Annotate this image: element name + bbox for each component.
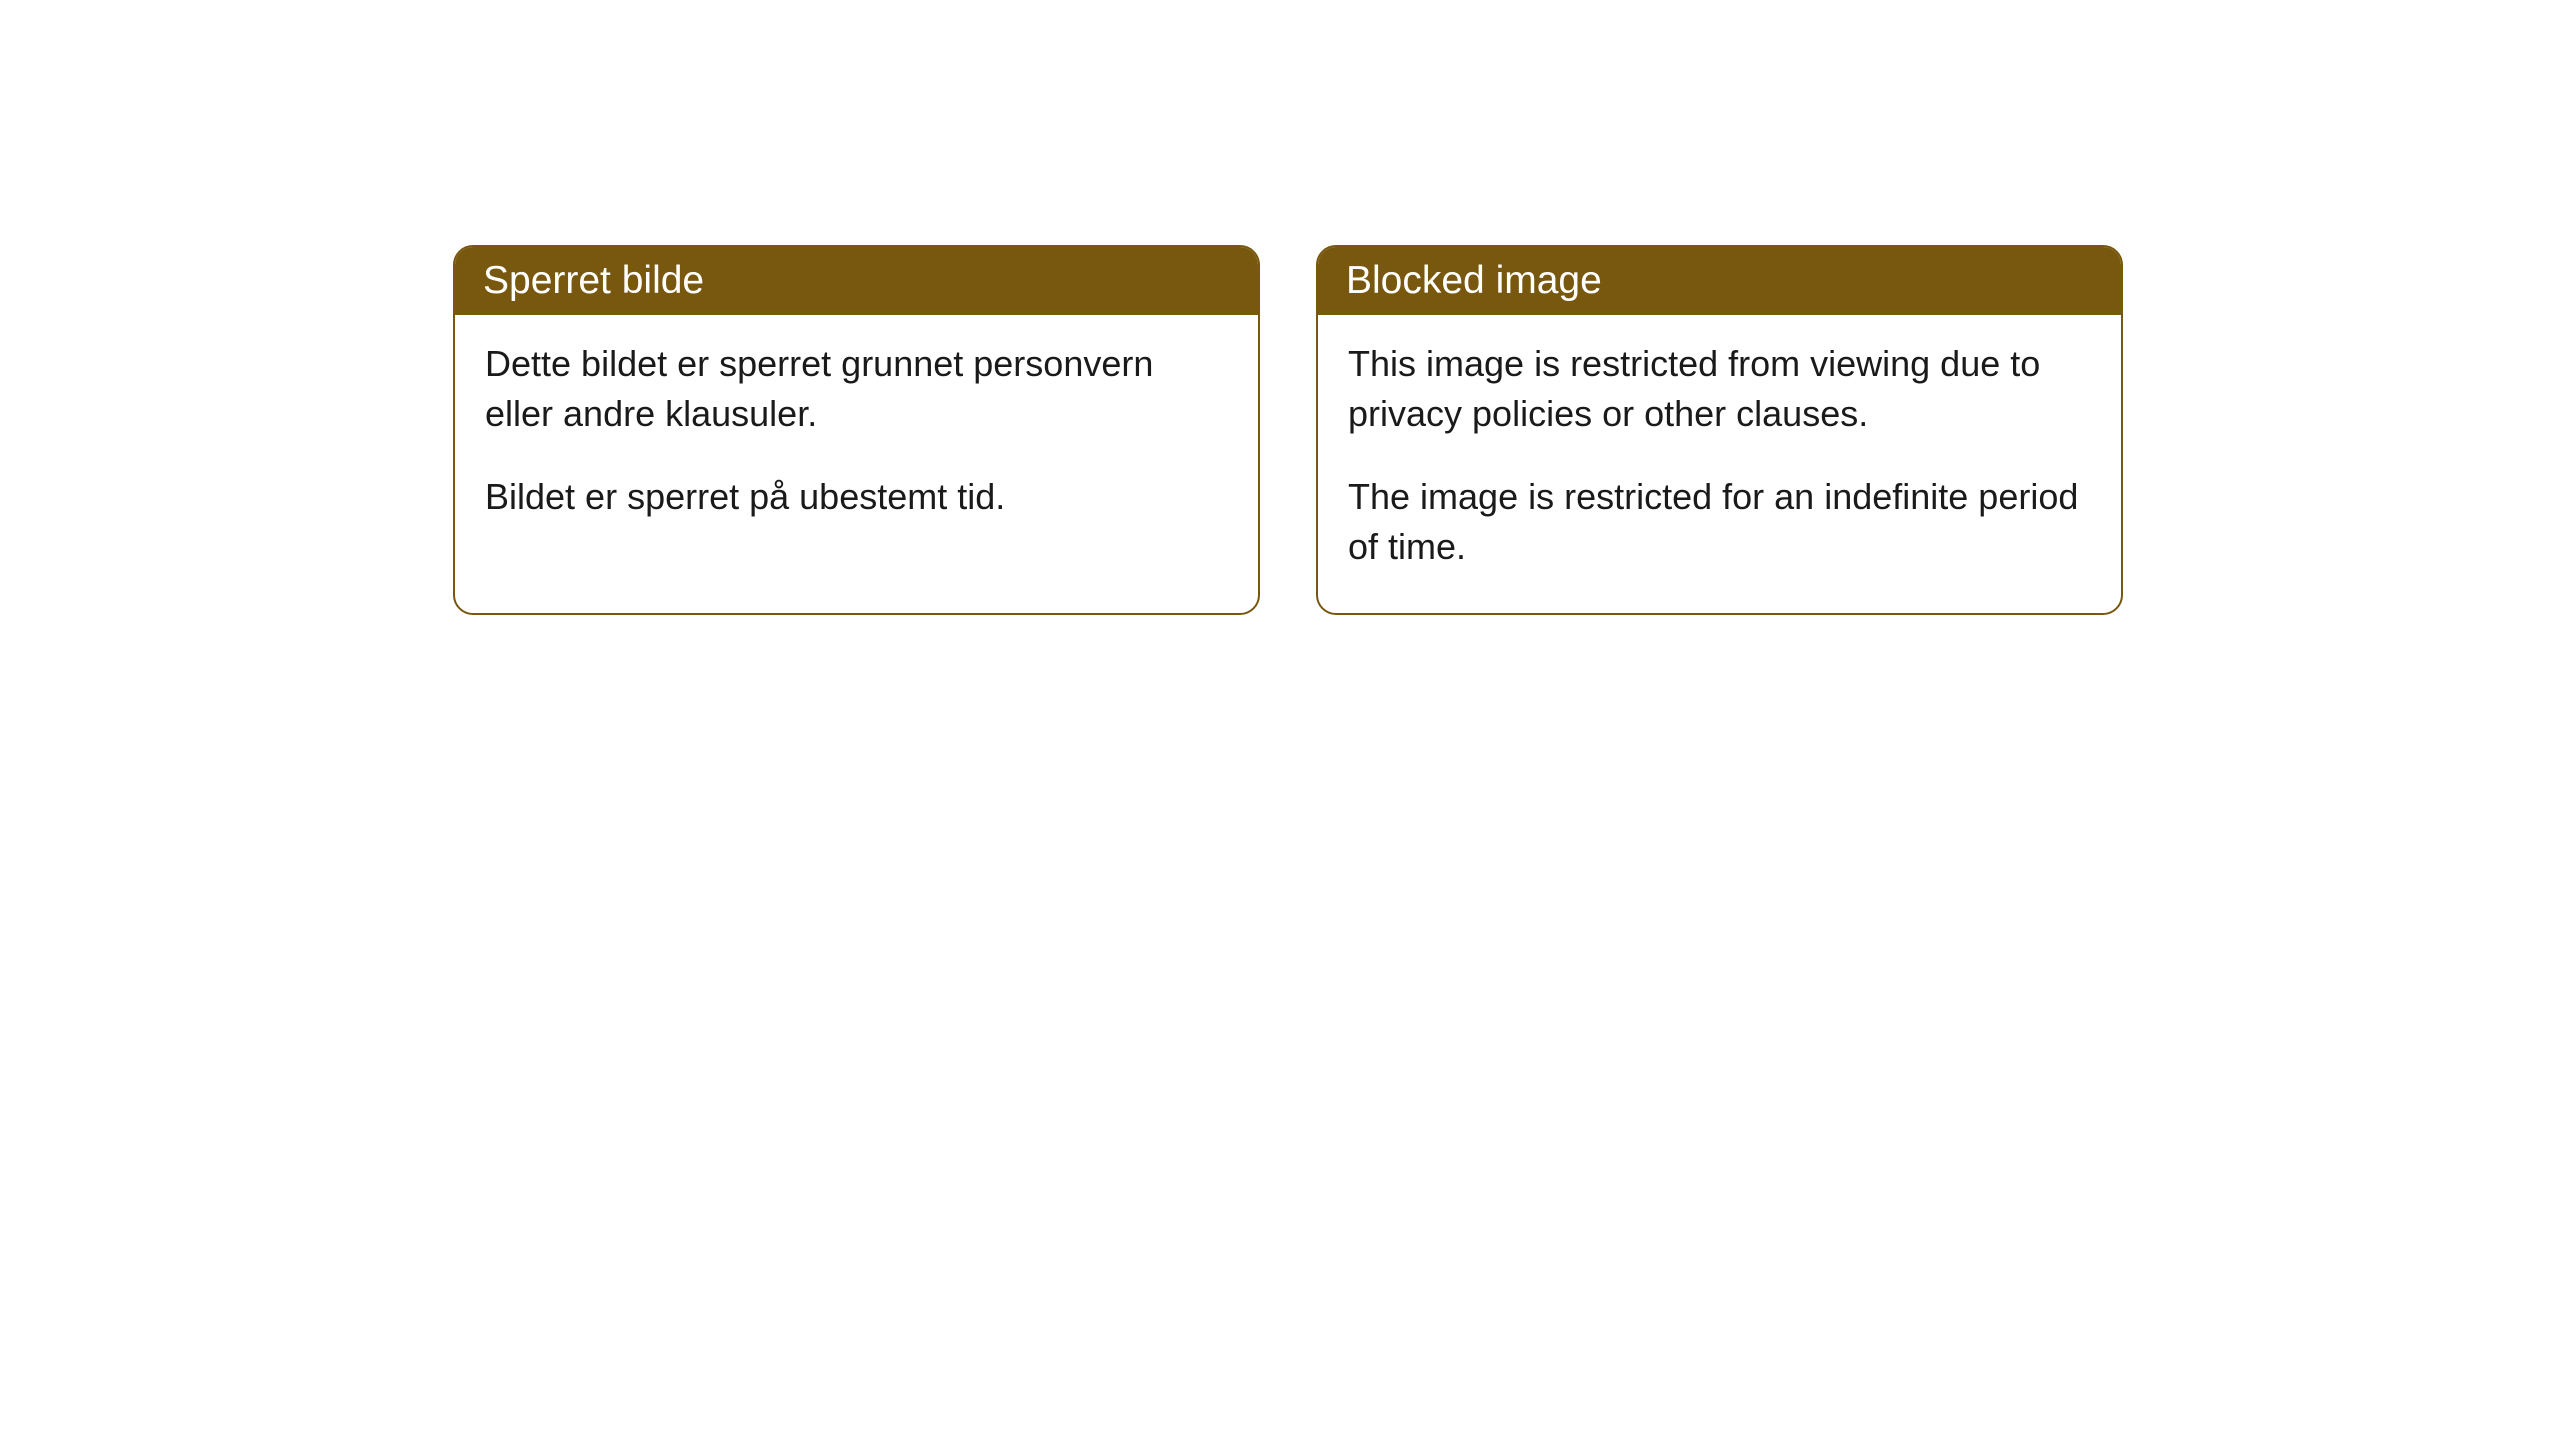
card-paragraph: This image is restricted from viewing du… bbox=[1348, 339, 2091, 440]
card-paragraph: The image is restricted for an indefinit… bbox=[1348, 472, 2091, 573]
card-title: Sperret bilde bbox=[483, 259, 704, 302]
card-paragraph: Dette bildet er sperret grunnet personve… bbox=[485, 339, 1228, 440]
card-header: Blocked image bbox=[1318, 247, 2121, 315]
card-paragraph: Bildet er sperret på ubestemt tid. bbox=[485, 472, 1228, 522]
card-title: Blocked image bbox=[1346, 259, 1602, 302]
card-body: This image is restricted from viewing du… bbox=[1318, 315, 2121, 613]
card-header: Sperret bilde bbox=[455, 247, 1258, 315]
card-body: Dette bildet er sperret grunnet personve… bbox=[455, 315, 1258, 562]
notice-card-english: Blocked image This image is restricted f… bbox=[1316, 245, 2123, 615]
notice-card-norwegian: Sperret bilde Dette bildet er sperret gr… bbox=[453, 245, 1260, 615]
notice-cards-container: Sperret bilde Dette bildet er sperret gr… bbox=[453, 245, 2123, 615]
